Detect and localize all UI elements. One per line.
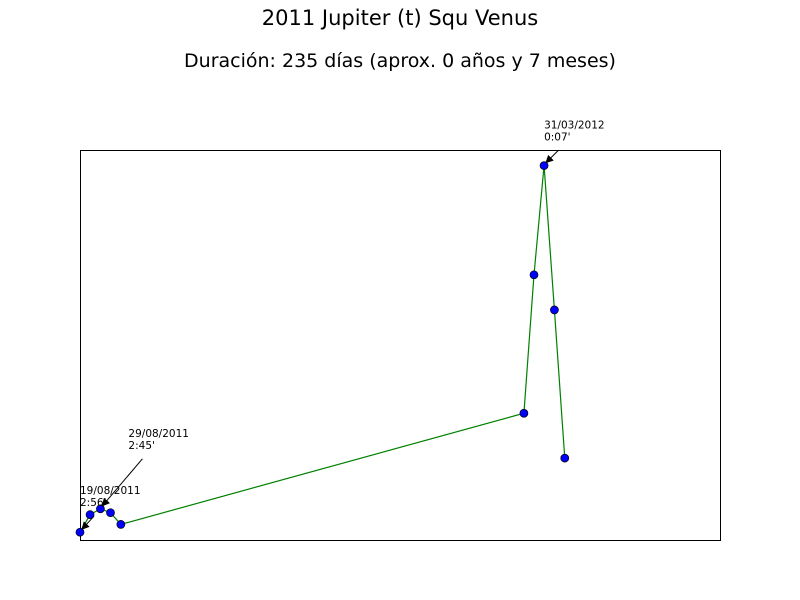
chart-subtitle: Duración: 235 días (aprox. 0 años y 7 me… xyxy=(184,50,616,72)
data-point xyxy=(529,270,539,280)
annotation-time: 2:56' xyxy=(80,497,106,509)
series-layer xyxy=(75,161,570,537)
data-point xyxy=(116,520,126,529)
series-line xyxy=(79,165,566,533)
annotation-date: 31/03/2012 xyxy=(544,120,605,132)
data-point xyxy=(519,408,529,418)
data-point xyxy=(560,453,570,463)
data-point xyxy=(550,305,559,315)
annotation-time: 0:07' xyxy=(544,132,570,144)
data-point xyxy=(85,510,95,520)
plot-area-frame xyxy=(80,150,721,541)
data-point xyxy=(106,508,115,518)
chart-title: 2011 Jupiter (t) Squ Venus xyxy=(261,6,539,30)
annotation-date: 19/08/2011 xyxy=(80,485,141,497)
data-point xyxy=(96,504,105,514)
annotation-time: 2:45' xyxy=(128,440,154,452)
data-point xyxy=(539,161,549,170)
annotation-arrow xyxy=(101,458,143,507)
data-point xyxy=(75,527,85,537)
annotation-arrow xyxy=(81,515,95,530)
annotation-arrow xyxy=(545,150,559,164)
annotation-date: 29/08/2011 xyxy=(128,428,189,440)
